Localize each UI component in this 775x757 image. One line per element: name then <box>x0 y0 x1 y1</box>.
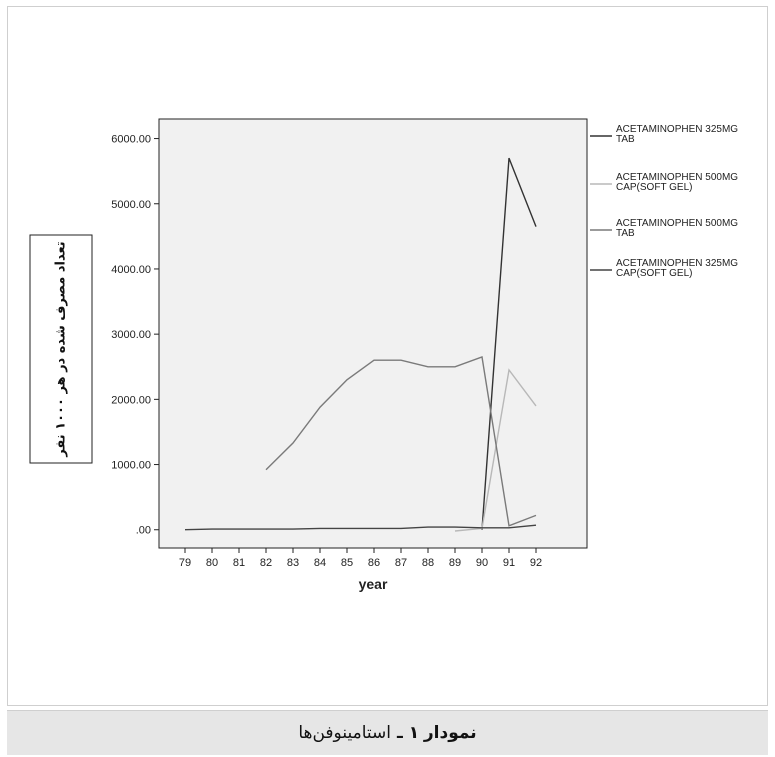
legend-entry-text: ACETAMINOPHEN 325MG <box>616 258 738 269</box>
legend-entry-text: ACETAMINOPHEN 500MG <box>616 172 738 183</box>
legend-entry-text: CAP(SOFT GEL) <box>616 268 693 279</box>
x-tick-label: 91 <box>503 557 515 569</box>
caption-text: استامینوفن‌ها <box>298 723 391 742</box>
x-tick-label: 86 <box>368 557 380 569</box>
legend-entry-text: ACETAMINOPHEN 325MG <box>616 124 738 135</box>
y-tick-label: 4000.00 <box>111 264 151 276</box>
figure-caption: نمودار ۱ ـ استامینوفن‌ها <box>7 710 768 755</box>
series-line-3 <box>265 356 537 527</box>
x-tick-label: 82 <box>260 557 272 569</box>
x-tick-label: 92 <box>530 557 542 569</box>
legend-entry-text: TAB <box>616 228 635 239</box>
x-tick-label: 84 <box>314 557 326 569</box>
legend-entry-text: ACETAMINOPHEN 500MG <box>616 218 738 229</box>
legend-entry-text: CAP(SOFT GEL) <box>616 182 693 193</box>
x-tick-label: 87 <box>395 557 407 569</box>
legend-entry-text: TAB <box>616 134 635 145</box>
x-tick-label: 81 <box>233 557 245 569</box>
x-axis: 79 80 81 82 83 84 85 86 87 88 89 90 91 92 <box>179 548 542 569</box>
caption-number: نمودار ۱ <box>408 723 477 742</box>
x-tick-label: 90 <box>476 557 488 569</box>
x-axis-label: year <box>359 576 388 592</box>
y-tick-label: 6000.00 <box>111 134 151 146</box>
x-tick-label: 79 <box>179 557 191 569</box>
y-tick-label: 5000.00 <box>111 199 151 211</box>
series-layer <box>184 157 537 532</box>
x-tick-label: 85 <box>341 557 353 569</box>
series-line-2 <box>454 368 537 532</box>
x-tick-label: 80 <box>206 557 218 569</box>
y-tick-label: 3000.00 <box>111 329 151 341</box>
y-axis-label: تعداد مصرف شده در هر ۱۰۰۰ نفر <box>54 241 69 457</box>
y-axis-label-box: تعداد مصرف شده در هر ۱۰۰۰ نفر <box>29 234 93 464</box>
series-line-4 <box>184 524 537 531</box>
x-tick-label: 83 <box>287 557 299 569</box>
x-tick-label: 89 <box>449 557 461 569</box>
y-axis: .00 1000.00 2000.00 3000.00 4000.00 5000.00 60… <box>111 134 159 537</box>
y-tick-label: 2000.00 <box>111 394 151 406</box>
plot-area <box>158 118 588 549</box>
caption-separator: ـ <box>396 723 403 742</box>
series-line-1 <box>481 157 537 530</box>
x-tick-label: 88 <box>422 557 434 569</box>
y-tick-label: .00 <box>136 525 151 537</box>
y-tick-label: 1000.00 <box>111 460 151 472</box>
